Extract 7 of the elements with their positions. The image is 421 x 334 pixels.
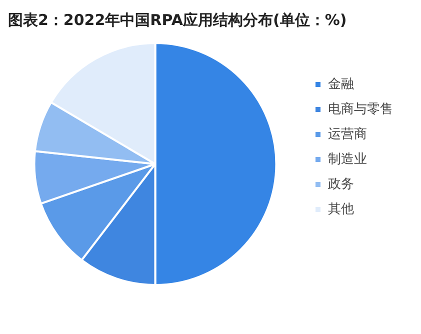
legend-label: 金融 <box>328 76 354 92</box>
legend-label: 其他 <box>328 202 354 217</box>
legend-label: 运营商 <box>328 126 367 142</box>
chart-title: 图表2：2022年中国RPA应用结构分布(单位：%) <box>8 10 347 29</box>
legend-label: 电商与零售 <box>328 102 393 117</box>
legend-label: 制造业 <box>328 152 367 167</box>
legend-label: 政务 <box>328 176 354 192</box>
